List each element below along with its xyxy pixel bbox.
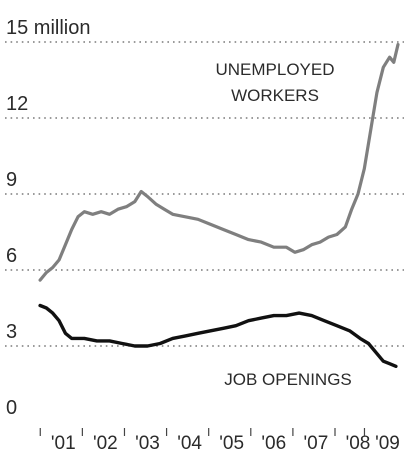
series-label: JOB OPENINGS bbox=[224, 370, 352, 389]
y-tick-label: 0 bbox=[6, 397, 17, 419]
x-tick-label: '04 bbox=[177, 433, 202, 454]
gridlines bbox=[5, 41, 404, 347]
x-tick-label: '09 bbox=[375, 433, 400, 454]
y-tick-label: 9 bbox=[6, 169, 17, 191]
x-tick-label: '02 bbox=[93, 433, 118, 454]
series-labels: UNEMPLOYED WORKERS JOB OPENINGS bbox=[215, 60, 351, 389]
x-axis-ticks: '01 '02 '03 '04 '05 '06 '07 '08'09 bbox=[39, 428, 400, 454]
y-tick-label: 3 bbox=[6, 321, 17, 343]
x-tick-label: '01 bbox=[51, 433, 76, 454]
series-label: UNEMPLOYED bbox=[215, 60, 334, 79]
x-tick-label: '03 bbox=[135, 433, 160, 454]
x-tick-label: '07 bbox=[304, 433, 329, 454]
y-tick-label: 15 million bbox=[6, 17, 90, 39]
y-tick-label: 12 bbox=[6, 93, 28, 115]
x-tick-label: '06 bbox=[261, 433, 286, 454]
series-lines bbox=[38, 42, 400, 368]
series-line-unemployed-workers bbox=[38, 42, 400, 282]
x-tick-label: '05 bbox=[219, 433, 244, 454]
x-tick-label: '08 bbox=[346, 433, 371, 454]
series-label: WORKERS bbox=[231, 86, 319, 105]
y-axis-ticks: 15 million 12 9 6 3 0 bbox=[6, 17, 90, 419]
series-line-job-openings bbox=[38, 303, 398, 368]
y-tick-label: 6 bbox=[6, 245, 17, 267]
